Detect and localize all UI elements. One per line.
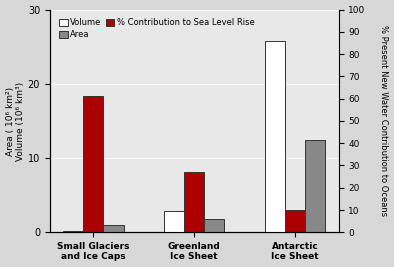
Bar [103, 225, 124, 232]
Bar [63, 231, 83, 232]
Bar [305, 140, 325, 232]
Legend: Volume, Area, % Contribution to Sea Level Rise: Volume, Area, % Contribution to Sea Leve… [57, 16, 257, 41]
Y-axis label: Area ( 10⁶ km²)
Volume (10⁶ km³): Area ( 10⁶ km²) Volume (10⁶ km³) [6, 81, 25, 160]
Bar [204, 219, 225, 232]
Bar [285, 210, 305, 232]
Bar [164, 211, 184, 232]
Y-axis label: % Present New Water Contribution to Oceans: % Present New Water Contribution to Ocea… [379, 25, 388, 217]
Bar [83, 96, 103, 232]
Bar [265, 41, 285, 232]
Bar [184, 172, 204, 232]
